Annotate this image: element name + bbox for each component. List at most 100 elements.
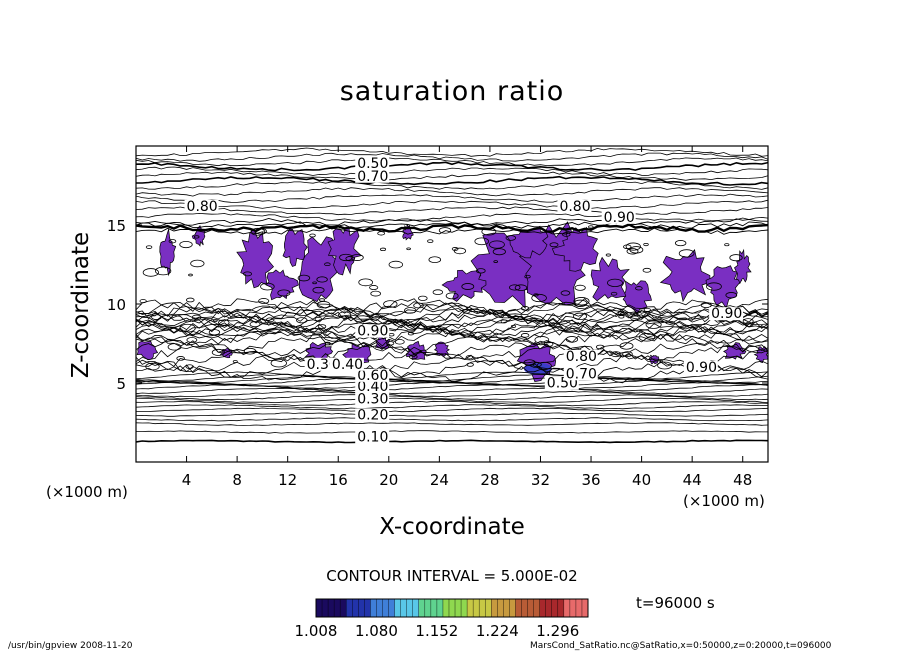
contour-blob xyxy=(573,299,588,308)
contour-blob xyxy=(312,286,325,294)
contour-blob xyxy=(438,227,452,234)
contour-blob xyxy=(413,302,424,309)
contour-blob xyxy=(617,311,625,316)
colorbar-swatch xyxy=(515,599,523,617)
colorbar-swatch xyxy=(473,599,480,617)
contour-blob xyxy=(729,254,743,262)
chart-title: saturation ratio xyxy=(339,76,565,107)
contour-blob xyxy=(674,240,687,247)
contour-blob xyxy=(638,333,656,342)
contour-blob xyxy=(461,283,475,290)
contour-blob xyxy=(622,351,633,357)
supersaturation-region xyxy=(236,228,274,289)
colorbar-swatch xyxy=(424,599,432,617)
colorbar-swatch xyxy=(503,599,510,617)
contour-line xyxy=(136,359,768,379)
contour-label-bg xyxy=(563,349,598,363)
colorbar-swatch xyxy=(581,599,589,617)
contour-blob xyxy=(625,242,641,251)
contour-blob xyxy=(370,290,381,297)
contour-label-bg xyxy=(355,157,390,171)
contour-blob xyxy=(388,333,395,337)
colorbar-swatch xyxy=(430,599,438,617)
contour-label-bg xyxy=(355,379,390,393)
colorbar-swatch xyxy=(497,599,504,617)
contour-blob xyxy=(626,248,639,255)
contour-line xyxy=(136,187,768,197)
contour-blob xyxy=(176,356,185,361)
contour-label: 0.90 xyxy=(686,360,717,376)
contour-blob xyxy=(549,242,559,248)
contour-label-bg xyxy=(355,324,390,338)
x-axis-label: X-coordinate xyxy=(379,514,525,540)
contour-label: 0.90 xyxy=(357,324,388,340)
contour-line xyxy=(136,430,768,434)
contour-line xyxy=(136,308,768,325)
contour-blob xyxy=(706,282,722,291)
colorbar-swatch xyxy=(491,599,498,617)
contour-line xyxy=(136,328,768,348)
y-tick-label: 10 xyxy=(107,296,126,314)
supersaturation-region xyxy=(282,228,308,267)
contour-line xyxy=(136,384,768,392)
contour-label-bg xyxy=(709,307,744,321)
contour-blob xyxy=(407,331,415,336)
colorbar-swatch xyxy=(551,599,559,617)
contour-blob xyxy=(316,276,328,283)
contour-blob xyxy=(536,361,552,370)
contour-line xyxy=(136,323,768,342)
colorbar-tick-label: 1.080 xyxy=(355,622,398,640)
colorbar-swatch xyxy=(563,599,571,617)
x-tick-label: 32 xyxy=(531,471,550,489)
contour-label-bg xyxy=(184,199,219,213)
contour-line xyxy=(136,417,768,422)
contour-blob xyxy=(139,299,147,304)
colorbar-swatch xyxy=(376,599,383,617)
contour-label: 0.30 xyxy=(357,392,388,408)
contour-line xyxy=(136,374,768,383)
contour-blob xyxy=(642,267,652,273)
contour-blob xyxy=(350,254,364,261)
contour-blob xyxy=(574,284,586,291)
contour-blob xyxy=(243,347,257,355)
x-tick-label: 4 xyxy=(182,471,192,489)
contour-line xyxy=(136,404,768,410)
contour-label-bg xyxy=(355,169,390,183)
contour-blob xyxy=(562,232,571,237)
contour-line xyxy=(136,193,768,203)
contour-blob xyxy=(345,256,356,262)
contour-blob xyxy=(489,240,505,249)
contour-blob xyxy=(383,300,398,308)
contour-line xyxy=(136,171,768,181)
x-unit-label-right: (×1000 m) xyxy=(683,492,765,510)
colorbar-swatch xyxy=(461,599,468,617)
contour-line xyxy=(136,161,768,172)
x-tick-label: 40 xyxy=(632,471,651,489)
contour-blob xyxy=(377,231,386,236)
colorbar-swatch xyxy=(406,599,414,617)
contour-blob xyxy=(524,274,531,279)
colorbar-swatch xyxy=(539,599,547,617)
contour-line xyxy=(136,223,768,233)
y-tick-label: 5 xyxy=(116,375,126,393)
contour-blob xyxy=(465,355,474,360)
contour-line xyxy=(136,221,768,229)
colorbar-swatch xyxy=(394,599,402,617)
colorbar-swatch xyxy=(334,599,341,617)
contour-blob xyxy=(258,298,270,304)
colorbar-tick-label: 1.224 xyxy=(476,622,519,640)
footer-left-text: /usr/bin/gpview 2008-11-20 xyxy=(8,641,133,651)
contour-label-bg xyxy=(355,392,390,406)
colorbar-swatch xyxy=(479,599,486,617)
x-tick-label: 12 xyxy=(278,471,297,489)
contour-blob xyxy=(338,311,352,319)
contour-line xyxy=(136,314,768,331)
contour-line xyxy=(136,306,768,322)
contour-blob xyxy=(297,274,311,282)
contour-blob xyxy=(742,318,754,325)
contour-blob xyxy=(533,293,539,297)
contour-line xyxy=(136,227,768,235)
contour-blob xyxy=(168,239,177,244)
contour-blob xyxy=(270,358,287,368)
x-tick-label: 44 xyxy=(683,471,702,489)
